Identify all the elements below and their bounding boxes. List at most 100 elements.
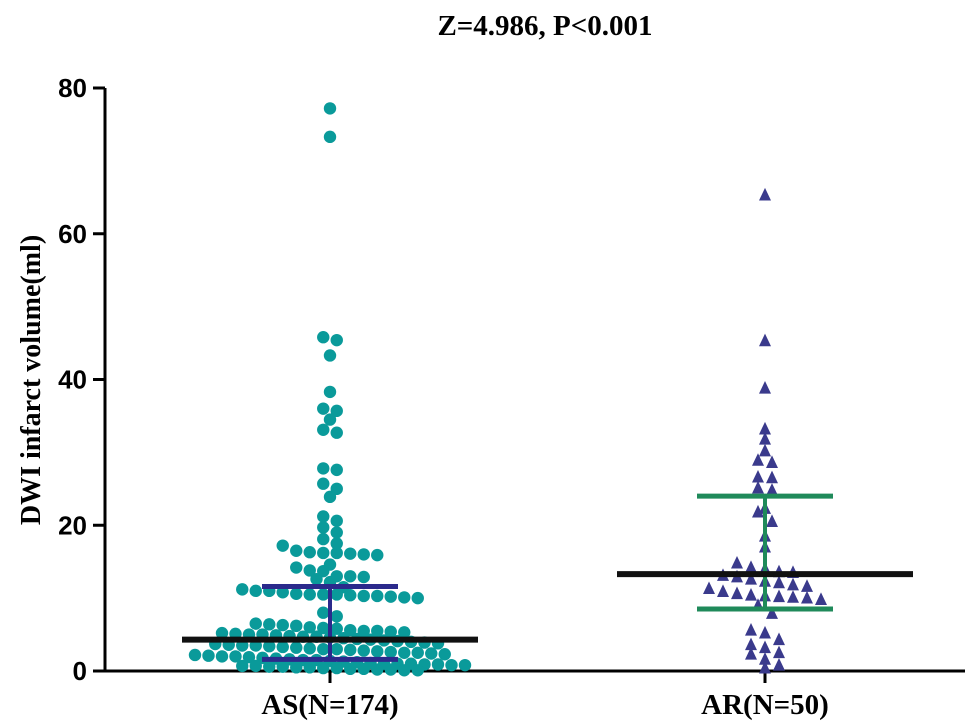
data-point-as <box>317 621 330 635</box>
data-point-as <box>344 643 357 657</box>
data-point-as <box>398 626 411 639</box>
data-point-ar <box>759 625 771 639</box>
data-point-as <box>263 660 276 673</box>
data-point-as <box>323 413 337 426</box>
y-tick-label: 40 <box>58 365 87 395</box>
data-point-as <box>438 648 451 661</box>
data-point-as <box>411 591 424 605</box>
data-point-as <box>249 659 262 673</box>
data-point-as <box>371 663 384 676</box>
data-point-as <box>317 661 330 675</box>
data-point-ar <box>801 590 813 604</box>
data-point-ar <box>752 469 764 483</box>
data-point-ar <box>745 571 757 585</box>
y-tick-label: 60 <box>58 219 87 249</box>
data-point-as <box>317 642 330 656</box>
data-point-as <box>330 622 343 635</box>
data-point-as <box>323 130 337 144</box>
data-point-as <box>317 521 330 534</box>
data-point-as <box>384 625 397 638</box>
data-point-ar <box>801 579 813 592</box>
data-point-as <box>330 642 343 656</box>
data-point-ar <box>717 584 729 597</box>
data-point-as <box>330 588 343 601</box>
data-point-as <box>330 537 343 550</box>
data-point-as <box>431 658 445 671</box>
data-point-as <box>263 618 276 631</box>
data-point-as <box>330 661 343 675</box>
data-point-as <box>249 617 262 630</box>
data-point-as <box>229 650 242 663</box>
data-point-as <box>330 546 343 560</box>
data-point-ar <box>766 514 778 528</box>
data-point-ar <box>815 592 827 605</box>
data-point-ar <box>752 504 764 518</box>
data-point-as <box>411 664 424 677</box>
data-point-as <box>458 658 472 672</box>
data-point-as <box>317 423 330 436</box>
data-point-as <box>276 539 289 552</box>
data-point-as <box>371 645 384 658</box>
data-point-as <box>303 588 316 601</box>
data-point-as <box>411 646 424 659</box>
data-point-as <box>317 402 330 415</box>
data-point-as <box>290 641 303 654</box>
data-point-as <box>263 640 276 653</box>
data-point-as <box>344 570 357 583</box>
data-point-ar <box>766 606 778 619</box>
x-tick-label: AS(N=174) <box>261 689 398 721</box>
data-point-as <box>317 588 330 601</box>
data-point-as <box>323 385 337 399</box>
data-point-ar <box>745 560 757 573</box>
data-point-ar <box>787 590 799 603</box>
data-point-as <box>330 610 343 623</box>
data-point-as <box>249 584 262 598</box>
data-point-ar <box>759 660 771 674</box>
y-tick-label: 0 <box>73 656 87 686</box>
data-point-as <box>384 663 397 676</box>
data-point-as <box>303 546 316 559</box>
data-point-as <box>303 642 316 655</box>
data-point-as <box>276 618 289 632</box>
data-point-as <box>276 660 289 673</box>
data-point-ar <box>752 480 764 494</box>
data-point-ar <box>731 555 743 569</box>
data-point-as <box>317 532 330 546</box>
data-point-ar <box>773 632 785 646</box>
data-point-as <box>445 658 458 672</box>
data-point-as <box>398 646 411 659</box>
data-point-as <box>236 583 249 596</box>
data-point-as <box>323 349 337 362</box>
data-point-as <box>425 647 438 660</box>
data-point-as <box>317 546 330 560</box>
data-point-ar <box>766 455 778 468</box>
data-point-as <box>303 621 316 634</box>
data-point-as <box>290 587 303 600</box>
data-point-ar <box>731 586 743 600</box>
data-point-as <box>236 659 249 673</box>
data-point-as <box>357 570 370 584</box>
data-point-ar <box>745 588 757 601</box>
data-point-ar <box>759 443 771 457</box>
data-point-as <box>398 664 411 677</box>
data-point-as <box>371 589 384 603</box>
data-point-ar <box>745 647 757 660</box>
data-point-as <box>330 514 343 528</box>
y-tick-label: 20 <box>58 510 87 540</box>
data-point-as <box>330 463 343 477</box>
data-point-as <box>317 510 330 523</box>
data-point-ar <box>759 381 771 394</box>
data-point-ar <box>773 645 785 659</box>
data-point-as <box>303 661 316 674</box>
data-point-ar <box>745 622 757 636</box>
data-point-as <box>323 490 337 504</box>
data-point-ar <box>759 652 771 665</box>
data-point-as <box>317 477 330 490</box>
data-point-as <box>290 619 303 633</box>
data-point-as <box>371 548 384 562</box>
data-point-ar <box>759 187 771 201</box>
data-points <box>188 102 827 677</box>
data-point-as <box>215 650 229 663</box>
data-point-ar <box>759 333 771 347</box>
